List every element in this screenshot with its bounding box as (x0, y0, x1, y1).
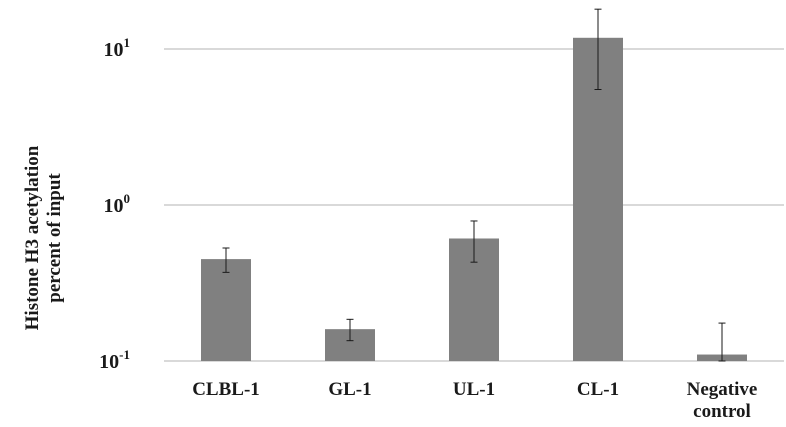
y-axis-title: Histone H3 acetylationpercent of input (22, 145, 65, 330)
bars (201, 37, 747, 361)
x-tick-label: GL-1 (328, 379, 371, 400)
bar (201, 259, 251, 361)
y-tick-label: 101 (104, 35, 131, 61)
y-tick-label: 10-1 (99, 347, 130, 373)
x-tick-label: Negative control (687, 379, 758, 422)
error-bars (222, 8, 726, 362)
x-tick-label: UL-1 (453, 379, 495, 400)
x-tick-label: CL-1 (577, 379, 619, 400)
y-tick-label: 100 (104, 191, 131, 217)
y-tick-labels: 10-1 100 101 (99, 35, 130, 373)
x-tick-label: CLBL-1 (192, 379, 260, 400)
bar (573, 37, 623, 361)
x-tick-labels: CLBL-1 GL-1 UL-1 CL-1 Negative control (192, 379, 757, 422)
y-axis-label: Histone H3 acetylationpercent of input (22, 145, 65, 330)
